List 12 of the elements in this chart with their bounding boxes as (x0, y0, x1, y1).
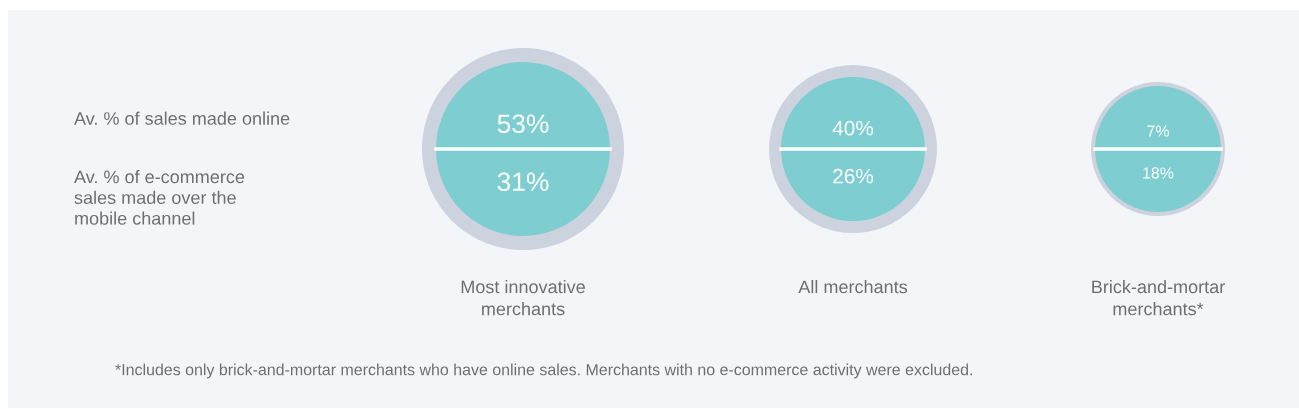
data-label: 31% (497, 172, 549, 192)
category-label: Most innovative merchants (461, 280, 585, 316)
data-label: 40% (832, 120, 874, 136)
data-label: 18% (1143, 167, 1174, 179)
text: Av. % of e-commerce sales made over the mobile channel (74, 170, 245, 225)
category-label: All merchants (798, 280, 908, 294)
data-label: 7% (1147, 125, 1169, 137)
data-label: 53% (497, 114, 549, 134)
text: *Includes only brick-and-mortar merchants who have online sales. Merchants with no e-commerce activity were excluded. (115, 363, 972, 379)
data-label: 26% (833, 168, 874, 184)
text: Av. % of sales made online (74, 111, 290, 125)
category-label: Brick-and-mortar merchants* (1092, 280, 1225, 316)
